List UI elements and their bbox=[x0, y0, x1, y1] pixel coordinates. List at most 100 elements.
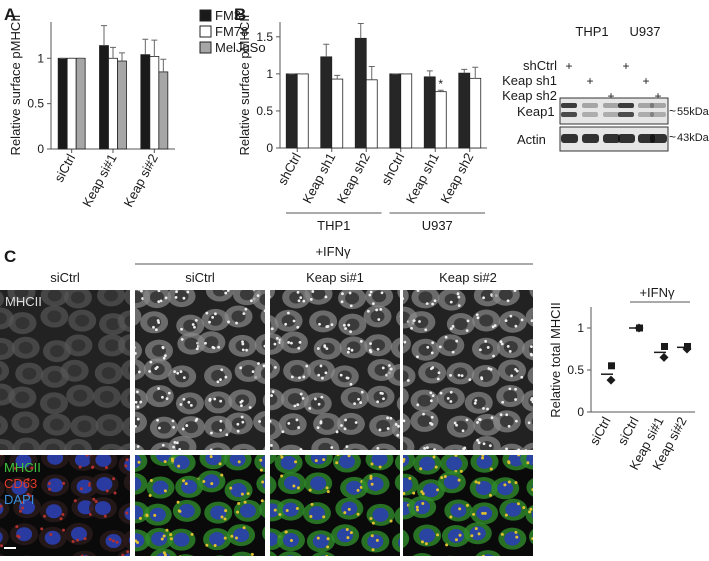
row-label: shCtrl bbox=[523, 58, 557, 73]
speck bbox=[528, 510, 531, 513]
speck bbox=[244, 501, 247, 504]
y-tick-label: 0 bbox=[37, 142, 44, 156]
speck bbox=[517, 448, 520, 451]
speck bbox=[367, 310, 370, 313]
band bbox=[561, 103, 577, 108]
speck bbox=[505, 413, 508, 416]
speck bbox=[211, 316, 214, 319]
speck bbox=[472, 513, 475, 516]
speck bbox=[454, 454, 457, 457]
speck bbox=[318, 403, 321, 406]
speck bbox=[298, 376, 301, 379]
speck bbox=[266, 457, 269, 460]
speck bbox=[210, 432, 213, 435]
channel-label: MHCII bbox=[5, 294, 42, 309]
speck bbox=[461, 374, 464, 377]
bar bbox=[390, 74, 401, 148]
nucleus bbox=[339, 455, 355, 469]
speck bbox=[166, 397, 169, 400]
speck bbox=[346, 528, 349, 531]
speck bbox=[202, 480, 205, 483]
panel-letter: C bbox=[4, 247, 16, 266]
speck bbox=[445, 336, 448, 339]
x-tick-label: siCtrl bbox=[587, 414, 614, 447]
speck bbox=[267, 321, 270, 324]
speck bbox=[62, 482, 65, 485]
speck bbox=[217, 346, 220, 349]
speck bbox=[258, 420, 261, 423]
speck bbox=[245, 349, 248, 352]
speck bbox=[210, 449, 213, 452]
group-label: U937 bbox=[422, 218, 453, 233]
speck bbox=[514, 481, 517, 484]
speck bbox=[242, 312, 245, 315]
speck bbox=[302, 300, 305, 303]
speck bbox=[486, 408, 489, 411]
bar bbox=[401, 74, 412, 148]
cell bbox=[526, 476, 554, 498]
speck bbox=[48, 482, 51, 485]
speck bbox=[372, 548, 375, 551]
speck bbox=[537, 416, 540, 419]
speck bbox=[195, 419, 198, 422]
speck bbox=[148, 370, 151, 373]
x-tick-label: Keap sh2 bbox=[334, 150, 373, 206]
nucleus bbox=[71, 339, 85, 351]
speck bbox=[195, 319, 198, 322]
speck bbox=[335, 461, 338, 464]
speck bbox=[530, 345, 533, 348]
speck bbox=[479, 418, 482, 421]
speck bbox=[422, 413, 425, 416]
speck bbox=[290, 539, 293, 542]
speck bbox=[348, 454, 351, 457]
speck bbox=[177, 501, 180, 504]
nucleus bbox=[45, 531, 61, 545]
speck bbox=[430, 367, 433, 370]
nucleus bbox=[480, 419, 494, 431]
speck bbox=[321, 377, 324, 380]
speck bbox=[489, 444, 492, 447]
nucleus bbox=[528, 395, 542, 407]
speck bbox=[452, 351, 455, 354]
speck bbox=[521, 318, 524, 321]
speck bbox=[308, 407, 311, 410]
speck bbox=[182, 428, 185, 431]
speck bbox=[60, 517, 63, 520]
speck bbox=[507, 461, 510, 464]
size-label: 55kDa bbox=[677, 106, 709, 118]
speck bbox=[436, 533, 439, 536]
speck bbox=[327, 537, 330, 540]
speck bbox=[318, 323, 321, 326]
y-tick-label: 0.5 bbox=[567, 363, 584, 377]
speck bbox=[157, 319, 160, 322]
speck bbox=[297, 291, 300, 294]
speck bbox=[509, 315, 512, 318]
speck bbox=[72, 540, 75, 543]
speck bbox=[402, 460, 405, 463]
speck bbox=[545, 367, 548, 370]
speck bbox=[475, 527, 478, 530]
speck bbox=[369, 477, 372, 480]
nucleus bbox=[446, 456, 462, 470]
nucleus bbox=[47, 451, 63, 465]
speck bbox=[478, 532, 481, 535]
nucleus bbox=[46, 444, 60, 456]
speck bbox=[503, 287, 506, 290]
speck bbox=[227, 320, 230, 323]
speck bbox=[204, 342, 207, 345]
annotation: * bbox=[438, 77, 443, 91]
speck bbox=[261, 499, 264, 502]
y-axis-label: Relative surface pMHCII bbox=[237, 15, 252, 156]
band bbox=[650, 112, 666, 117]
speck bbox=[429, 392, 432, 395]
speck bbox=[437, 378, 440, 381]
error-bar bbox=[334, 75, 340, 79]
speck bbox=[515, 536, 518, 539]
speck bbox=[536, 378, 539, 381]
speck bbox=[280, 453, 283, 456]
nucleus bbox=[480, 441, 494, 453]
speck bbox=[408, 477, 411, 480]
speck bbox=[139, 401, 142, 404]
speck bbox=[400, 323, 403, 326]
speck bbox=[105, 466, 108, 469]
